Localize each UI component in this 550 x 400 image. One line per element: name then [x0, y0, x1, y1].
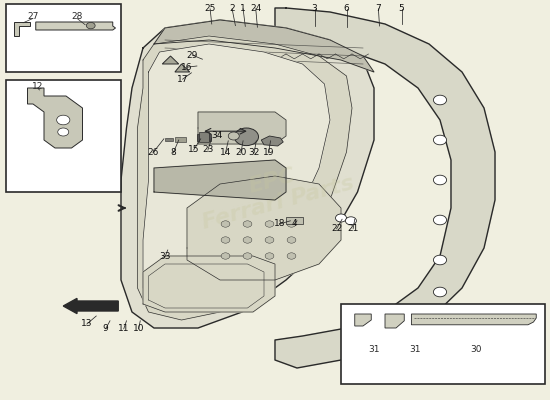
Polygon shape: [175, 64, 190, 72]
Circle shape: [265, 253, 274, 259]
Text: 6: 6: [344, 4, 349, 13]
Bar: [197, 134, 211, 141]
Text: 33: 33: [160, 252, 170, 261]
Bar: [165, 138, 173, 141]
Polygon shape: [275, 8, 495, 368]
Text: 31: 31: [368, 346, 379, 354]
Text: 32: 32: [249, 148, 260, 157]
Text: 1: 1: [240, 4, 246, 13]
Polygon shape: [28, 88, 82, 148]
Circle shape: [243, 253, 252, 259]
Text: 17: 17: [177, 75, 188, 84]
Text: 15: 15: [188, 146, 199, 154]
Text: 18: 18: [274, 220, 285, 228]
Text: 5: 5: [399, 4, 404, 13]
Bar: [341, 304, 544, 384]
Polygon shape: [261, 136, 283, 146]
Text: 28: 28: [72, 12, 82, 21]
Circle shape: [433, 95, 447, 105]
Polygon shape: [198, 112, 286, 144]
Text: 34: 34: [212, 132, 223, 140]
Text: 24: 24: [250, 4, 261, 13]
Text: 29: 29: [187, 51, 198, 60]
Polygon shape: [162, 56, 179, 64]
Circle shape: [265, 221, 274, 227]
Text: 8: 8: [170, 148, 176, 157]
Text: EPC
Ferrari Parts: EPC Ferrari Parts: [194, 151, 356, 233]
Bar: [6, 80, 121, 192]
Bar: [6, 4, 121, 72]
Text: 21: 21: [348, 224, 359, 233]
Bar: [175, 137, 186, 142]
Circle shape: [57, 115, 70, 125]
Circle shape: [221, 237, 230, 243]
Circle shape: [243, 237, 252, 243]
Circle shape: [287, 221, 296, 227]
Circle shape: [86, 22, 95, 29]
Circle shape: [336, 214, 346, 222]
Polygon shape: [385, 314, 404, 328]
Text: 12: 12: [32, 82, 43, 91]
Text: 14: 14: [220, 148, 231, 157]
Text: 27: 27: [28, 12, 38, 21]
Text: 4: 4: [292, 220, 297, 228]
Polygon shape: [36, 22, 116, 30]
Circle shape: [287, 253, 296, 259]
Circle shape: [221, 221, 230, 227]
Text: 19: 19: [263, 148, 274, 157]
Polygon shape: [143, 44, 330, 308]
Text: 23: 23: [202, 146, 213, 154]
Text: 13: 13: [81, 320, 92, 328]
Text: 16: 16: [182, 63, 192, 72]
Text: 10: 10: [133, 324, 144, 333]
Polygon shape: [154, 160, 286, 200]
Text: 25: 25: [205, 4, 216, 13]
Text: 9: 9: [103, 324, 108, 333]
Circle shape: [287, 237, 296, 243]
Circle shape: [345, 217, 356, 225]
Circle shape: [243, 221, 252, 227]
Circle shape: [433, 175, 447, 185]
Circle shape: [221, 253, 230, 259]
Text: 2: 2: [229, 4, 235, 13]
Text: 22: 22: [331, 224, 342, 233]
Polygon shape: [355, 314, 371, 326]
Circle shape: [228, 132, 239, 140]
Polygon shape: [121, 20, 374, 328]
Circle shape: [433, 287, 447, 297]
Text: 30: 30: [470, 346, 481, 354]
Bar: [286, 217, 302, 224]
Polygon shape: [138, 36, 352, 320]
Polygon shape: [411, 314, 536, 325]
Text: 7: 7: [376, 4, 381, 13]
Text: 3: 3: [312, 4, 317, 13]
Polygon shape: [154, 20, 374, 72]
Circle shape: [265, 237, 274, 243]
Text: 26: 26: [147, 148, 158, 157]
Polygon shape: [143, 256, 275, 312]
FancyArrow shape: [63, 298, 118, 314]
Text: 31: 31: [410, 346, 421, 354]
Polygon shape: [14, 22, 30, 36]
Circle shape: [58, 128, 69, 136]
Circle shape: [234, 128, 258, 146]
Bar: [199, 132, 209, 142]
Text: 11: 11: [118, 324, 129, 333]
Circle shape: [433, 255, 447, 265]
Circle shape: [433, 135, 447, 145]
Circle shape: [433, 215, 447, 225]
Polygon shape: [187, 176, 341, 280]
Text: 20: 20: [235, 148, 246, 157]
